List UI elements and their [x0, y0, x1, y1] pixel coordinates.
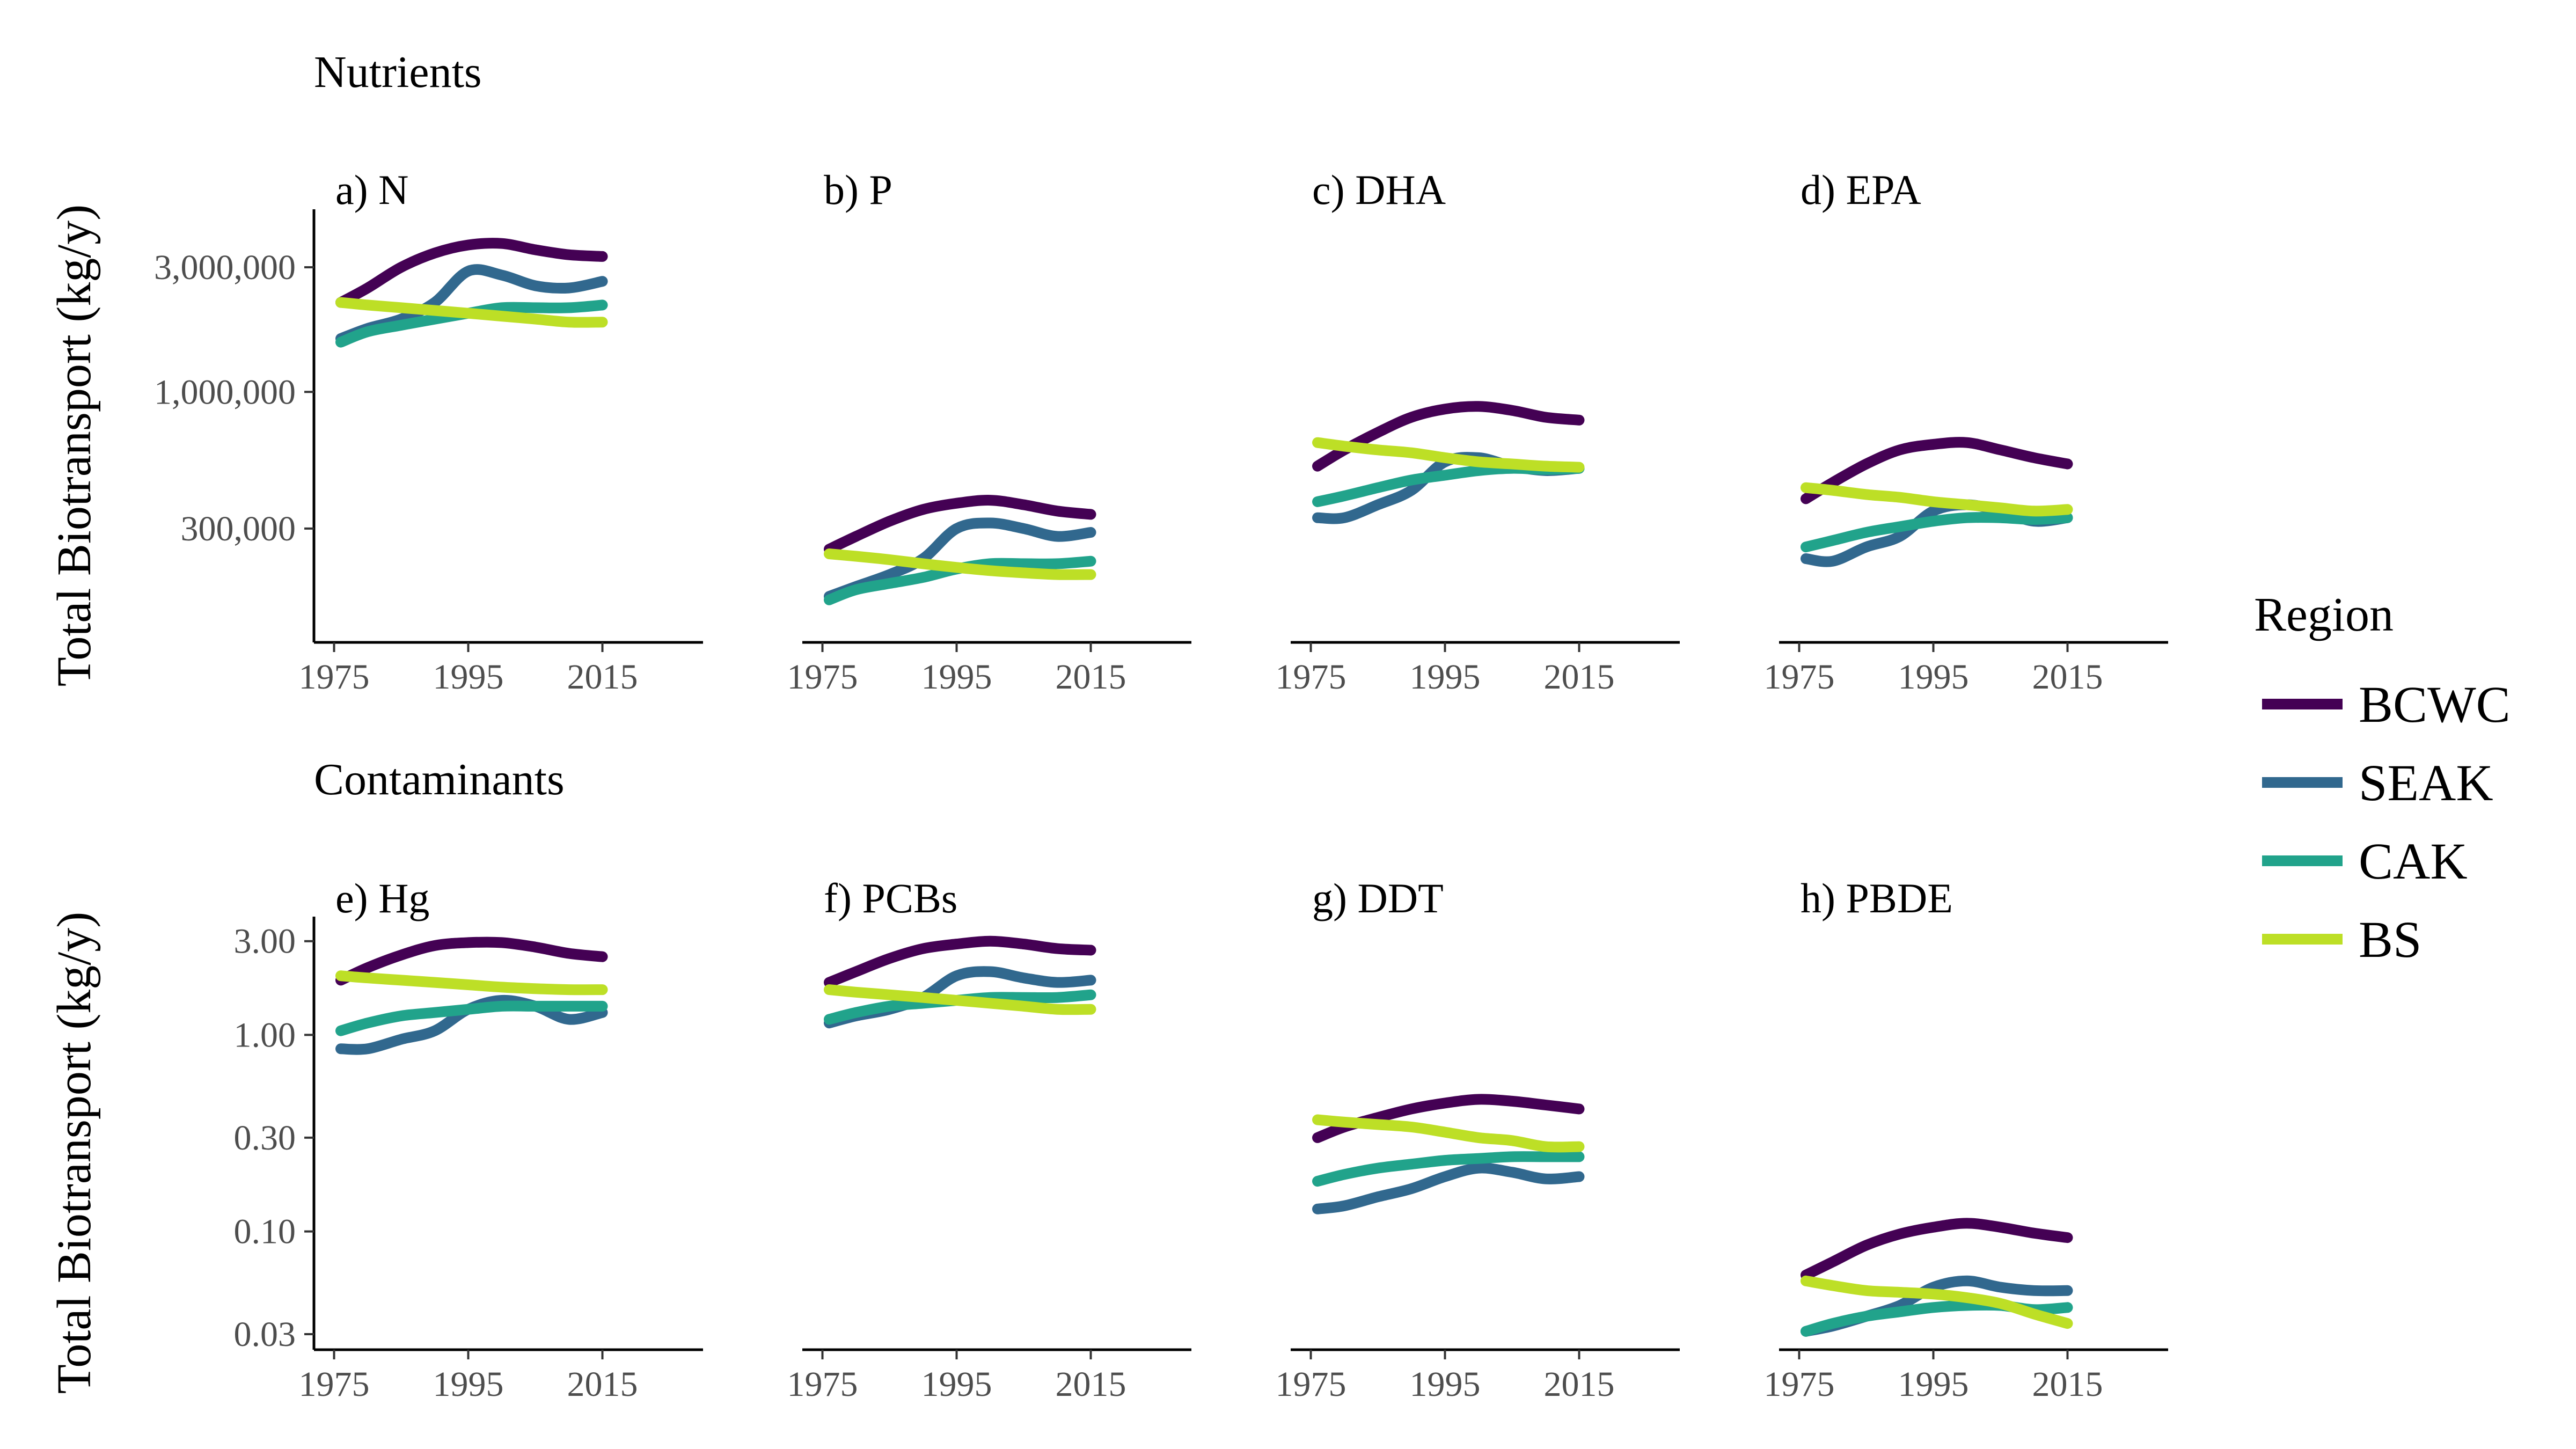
series-line-bs [1801, 482, 2073, 517]
x-tick-label: 2015 [567, 1365, 638, 1404]
y-tick-label: 0.03 [234, 1315, 296, 1354]
x-tick-label: 1995 [921, 1365, 992, 1404]
x-tick-label: 1975 [1764, 1365, 1835, 1404]
section-title-nutrients: Nutrients [314, 47, 482, 97]
x-tick-label: 1975 [787, 1365, 858, 1404]
panel-a-n: a) N 1975 1995 2015 300,000 1,000,000 3,000,00… [154, 166, 703, 697]
series-line-bs [1801, 1275, 2073, 1329]
series-line-bs [1312, 437, 1585, 473]
series-line-bs [1312, 1114, 1585, 1153]
y-tick-label: 300,000 [181, 509, 296, 548]
y-tick-label: 1,000,000 [154, 372, 296, 412]
x-tick-label: 1975 [787, 657, 858, 697]
panel-title: f) PCBs [824, 875, 957, 921]
panel-title: d) EPA [1801, 166, 1921, 213]
x-tick-label: 1975 [1276, 657, 1346, 697]
x-tick-label: 2015 [1056, 657, 1126, 697]
x-tick-label: 1975 [299, 1365, 370, 1404]
y-axis-label-top: Total Biotransport (kg/y) [48, 204, 101, 687]
series-line-bcwc [335, 238, 608, 308]
legend-label-seak: SEAK [2359, 754, 2493, 811]
series-line-cak [1312, 1151, 1585, 1187]
y-tick-label: 1.00 [234, 1015, 296, 1055]
x-tick-label: 2015 [567, 657, 638, 697]
legend-title: Region [2254, 588, 2394, 641]
series-line-seak [1312, 1162, 1585, 1214]
series-line-bcwc [824, 495, 1096, 555]
panel-title: h) PBDE [1801, 875, 1953, 921]
series-line-bcwc [824, 935, 1096, 988]
x-tick-label: 2015 [1056, 1365, 1126, 1404]
legend-label-cak: CAK [2359, 832, 2468, 890]
series-line-bcwc [1801, 437, 2073, 504]
y-axis-label-bottom: Total Biotransport (kg/y) [48, 912, 101, 1394]
series-line-cak [1801, 512, 2073, 553]
series-line-bs [824, 984, 1096, 1015]
series-line-cak [1312, 463, 1585, 507]
section-title-contaminants: Contaminants [314, 755, 565, 804]
x-tick-label: 2015 [2032, 657, 2103, 697]
x-tick-label: 1975 [1276, 1365, 1346, 1404]
legend-label-bcwc: BCWC [2359, 676, 2511, 733]
x-tick-label: 1975 [1764, 657, 1835, 697]
panel-h-pbde: h) PBDE 1975 1995 2015 [1764, 875, 2168, 1404]
panel-c-dha: c) DHA 1975 1995 2015 [1276, 166, 1680, 697]
series-line-bs [335, 970, 608, 996]
x-tick-label: 1995 [1410, 1365, 1481, 1404]
y-tick-label: 0.30 [234, 1118, 296, 1158]
panel-e-hg: e) Hg 1975 1995 2015 0.03 0.10 0.30 1.00 3.00 [234, 875, 703, 1404]
x-tick-label: 1995 [433, 1365, 504, 1404]
panel-g-ddt: g) DDT 1975 1995 2015 [1276, 875, 1680, 1404]
legend-label-bs: BS [2359, 911, 2421, 968]
panel-title: g) DDT [1312, 875, 1444, 921]
panel-title: a) N [335, 166, 408, 213]
series-line-bs [335, 297, 608, 328]
series-line-bcwc [335, 936, 608, 986]
y-tick-label: 3.00 [234, 922, 296, 961]
x-tick-label: 2015 [1544, 657, 1615, 697]
series-line-bcwc [1801, 1218, 2073, 1280]
x-tick-label: 1995 [921, 657, 992, 697]
x-tick-label: 1995 [1410, 657, 1481, 697]
x-tick-label: 1995 [1898, 657, 1969, 697]
x-tick-label: 1995 [433, 657, 504, 697]
panel-title: e) Hg [335, 875, 429, 921]
x-tick-label: 1995 [1898, 1365, 1969, 1404]
y-tick-label: 0.10 [234, 1212, 296, 1252]
x-tick-label: 1975 [299, 657, 370, 697]
panel-b-p: b) P 1975 1995 2015 [787, 166, 1191, 697]
panel-title: b) P [824, 166, 892, 213]
x-tick-label: 2015 [1544, 1365, 1615, 1404]
panel-title: c) DHA [1312, 166, 1446, 213]
panel-f-pcbs: f) PCBs 1975 1995 2015 [787, 875, 1191, 1404]
legend: Region BCWC SEAK CAK BS [2254, 588, 2511, 968]
x-tick-label: 2015 [2032, 1365, 2103, 1404]
panels: a) N 1975 1995 2015 300,000 1,000,000 3,000,00… [154, 166, 2168, 1404]
series-line-bs [824, 548, 1096, 580]
y-tick-label: 3,000,000 [154, 248, 296, 287]
panel-d-epa: d) EPA 1975 1995 2015 [1764, 166, 2168, 697]
series-line-cak [335, 1000, 608, 1036]
